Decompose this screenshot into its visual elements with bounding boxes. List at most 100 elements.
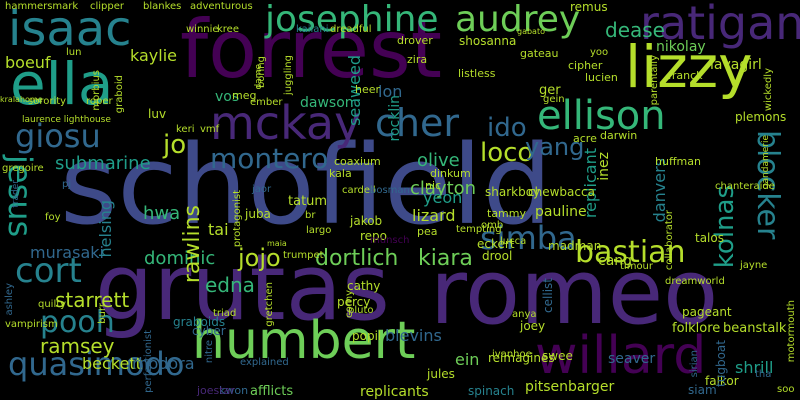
word: kree <box>217 24 239 35</box>
word: forrest <box>180 3 442 96</box>
word: tammy <box>487 207 526 220</box>
word: giosu <box>15 117 101 155</box>
word: tha <box>755 369 772 380</box>
word: jaor <box>252 184 272 195</box>
word: sirian <box>689 350 700 378</box>
word: josephine <box>265 0 439 40</box>
word: dortlich <box>315 246 399 271</box>
word: sharkboy <box>485 185 541 199</box>
word: reimagines <box>488 351 555 365</box>
word: lavagirl <box>710 57 762 73</box>
word: hwa <box>143 203 181 224</box>
word: gandamerie <box>761 135 771 190</box>
word: repo <box>360 229 388 243</box>
word: vampirism <box>5 319 58 330</box>
word: kwon <box>219 384 249 397</box>
word: ember <box>250 97 283 108</box>
word: tugboat <box>714 340 728 387</box>
word: kala <box>329 167 352 180</box>
word: shosanna <box>459 34 517 48</box>
word: quilty <box>38 299 67 310</box>
word: pooh <box>40 305 115 340</box>
word: tai <box>208 220 229 239</box>
word: ivanhoe <box>492 349 532 360</box>
word: dominic <box>144 248 216 269</box>
word: murasaki <box>30 243 104 262</box>
word: simba <box>480 219 577 257</box>
word: dinkum <box>430 167 471 180</box>
word: shrill <box>735 358 774 377</box>
word: boeuf <box>5 53 51 72</box>
word: dawson <box>300 95 354 111</box>
word: eckert <box>477 237 515 251</box>
word: collaborator <box>664 210 675 271</box>
word: beckett <box>82 354 142 373</box>
word: burr <box>97 303 108 324</box>
word: humbert <box>192 311 416 371</box>
word: afflicts <box>250 384 294 399</box>
word: pauline <box>535 204 587 220</box>
word: vmf <box>200 124 220 135</box>
word: graboids <box>173 315 226 329</box>
word: replicants <box>360 384 429 400</box>
word: jules <box>427 367 455 381</box>
word: darwin <box>600 129 638 142</box>
word: largo <box>306 225 332 236</box>
word: vos <box>215 89 240 105</box>
word: acre <box>573 132 597 145</box>
word: br <box>305 210 316 221</box>
word: lizard <box>412 206 456 225</box>
word: lon <box>378 82 403 101</box>
word: joestar <box>197 384 235 397</box>
word: kolnas <box>710 185 740 269</box>
word: wickedly <box>763 68 774 112</box>
word: yoo <box>590 47 609 58</box>
word: yeon <box>423 188 463 207</box>
word: explained <box>240 357 289 368</box>
word: pluto <box>348 305 374 316</box>
word: zira <box>407 53 428 66</box>
word: chanteraide <box>715 181 775 192</box>
word: olive <box>417 150 460 171</box>
word: jesus <box>1 155 39 238</box>
word: romeo <box>430 240 719 345</box>
word: kiara <box>418 246 473 271</box>
word: yang <box>525 133 585 161</box>
word: hammersmark <box>5 1 79 12</box>
word: siam <box>688 383 717 397</box>
word: roper <box>86 96 113 107</box>
word: clayton <box>410 178 477 199</box>
word: ashley <box>4 283 15 316</box>
word: munsch <box>370 235 410 246</box>
word: willard <box>535 326 707 386</box>
word: spinach <box>468 384 515 398</box>
word: sorority <box>28 96 67 107</box>
word: submarine <box>55 153 151 174</box>
word: trader <box>11 180 21 208</box>
word: popil <box>352 329 382 343</box>
word: lizzy <box>625 33 753 101</box>
word: keri <box>176 124 195 135</box>
word: ger <box>539 83 561 98</box>
word: quasimodo <box>8 345 185 383</box>
word: laurence lighthouse <box>22 115 111 125</box>
word: ella <box>10 50 114 118</box>
word: kaiiani <box>296 24 329 35</box>
word: tempting <box>456 224 502 235</box>
word: nic <box>425 179 442 192</box>
word: dreadful <box>330 24 372 35</box>
word: huffman <box>655 155 701 168</box>
word: cher <box>375 101 459 145</box>
word: juba <box>245 207 271 221</box>
word: rawlins <box>180 205 205 284</box>
word: seaver <box>608 351 656 367</box>
word: dreamworld <box>665 276 725 287</box>
word: folklore <box>672 321 721 336</box>
word: gabato <box>517 27 545 36</box>
word: pea <box>417 225 438 238</box>
word: cang <box>598 253 633 269</box>
word: ein <box>455 350 480 369</box>
word: jayne <box>740 260 768 271</box>
word: anya <box>512 309 537 320</box>
word: luv <box>148 107 167 121</box>
